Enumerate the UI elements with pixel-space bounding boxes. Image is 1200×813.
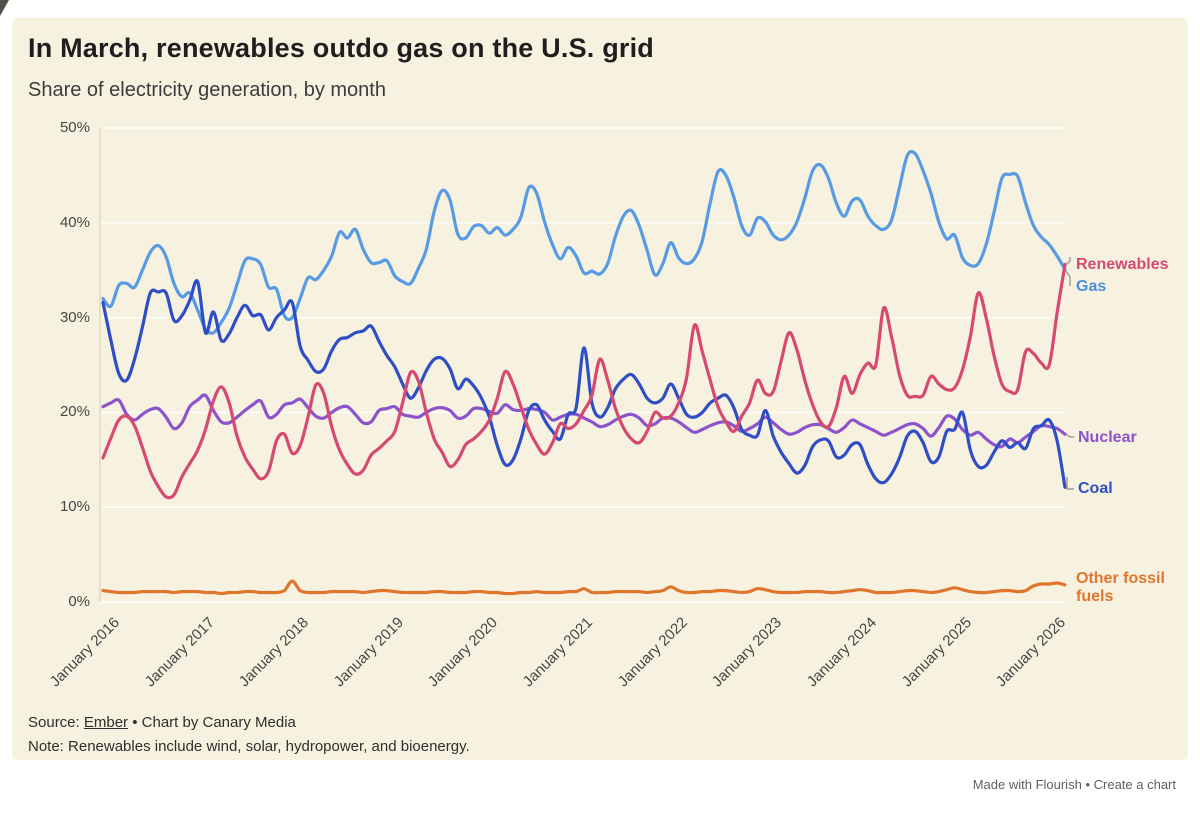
y-axis-label: 30% — [59, 308, 90, 326]
source-prefix: Source: — [28, 714, 84, 731]
flourish-attribution: Made with Flourish • Create a chart — [973, 777, 1176, 792]
series-line-nuclear — [101, 393, 1067, 449]
source-line: Source: Ember • Chart by Canary Media — [28, 714, 296, 731]
made-with-flourish-link[interactable]: Made with Flourish — [972, 777, 1082, 792]
series-line-other-fossil-fuels — [101, 579, 1067, 596]
series-line-gas — [101, 149, 1067, 335]
leader-coal — [1066, 477, 1074, 490]
series-line-coal — [101, 279, 1067, 489]
leader-nuclear — [1065, 433, 1074, 438]
y-axis-label: 50% — [59, 119, 90, 136]
series-label-nuclear: Nuclear — [1078, 429, 1137, 446]
series-label-renewables: Renewables — [1076, 256, 1169, 273]
y-axis-label: 40% — [59, 213, 90, 231]
source-link-ember[interactable]: Ember — [83, 714, 129, 731]
y-axis-label: 0% — [68, 593, 90, 610]
series-label-other-fossil-fuels: Other fossil fuels — [1076, 570, 1165, 605]
note-line: Note: Renewables include wind, solar, hy… — [28, 738, 470, 755]
series-label-coal: Coal — [1078, 480, 1113, 497]
attribution-separator: • — [1085, 777, 1090, 792]
series-line-renewables — [101, 262, 1067, 500]
y-axis-label: 20% — [59, 403, 90, 421]
screen-corner-artifact — [0, 0, 9, 16]
y-axis-label: 10% — [59, 498, 90, 516]
chart-title: In March, renewables outdo gas on the U.… — [28, 33, 654, 63]
chart-card — [12, 18, 1188, 760]
chart-subtitle: Share of electricity generation, by mont… — [28, 79, 386, 101]
create-a-chart-link[interactable]: Create a chart — [1093, 777, 1176, 792]
leader-renewables — [1065, 257, 1071, 266]
series-label-gas: Gas — [1076, 278, 1107, 295]
source-suffix: • Chart by Canary Media — [128, 714, 296, 731]
leader-gas — [1065, 270, 1071, 286]
